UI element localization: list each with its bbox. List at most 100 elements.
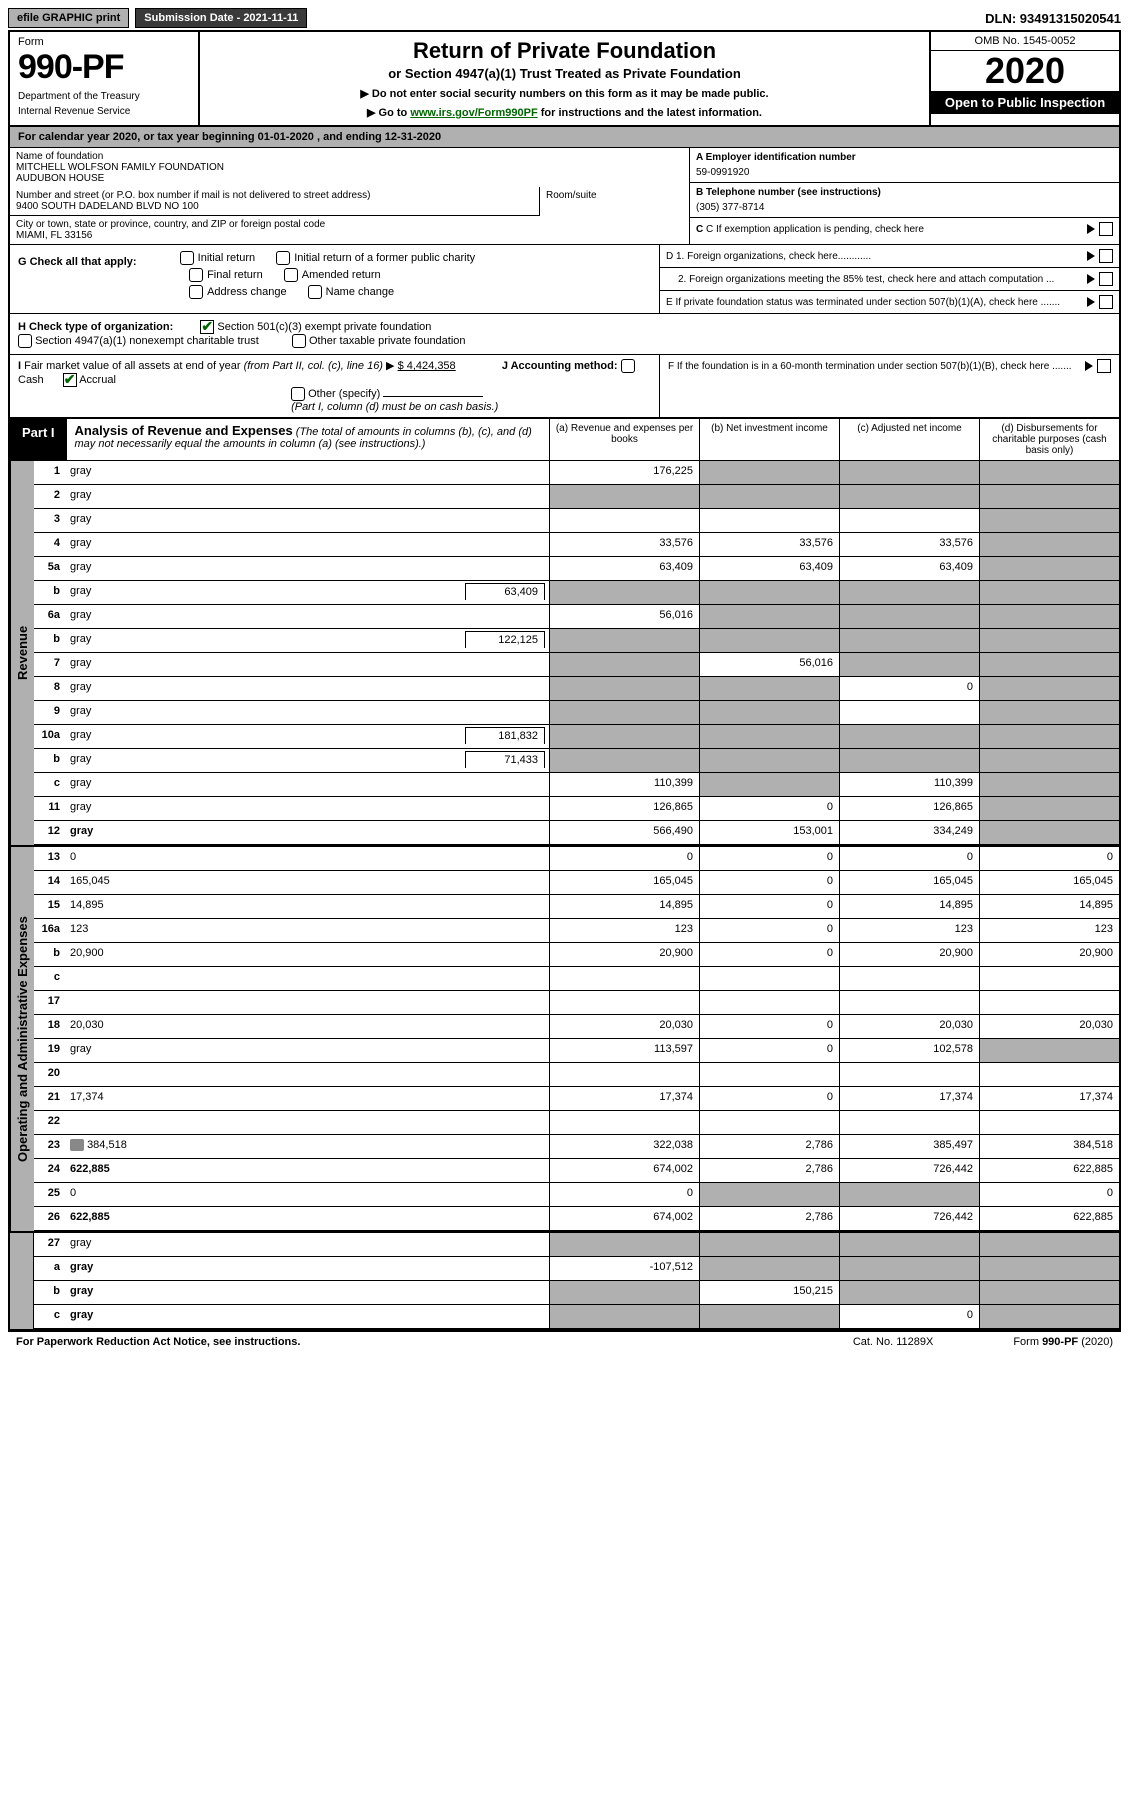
line-number: 27: [34, 1233, 66, 1256]
table-cell: [979, 581, 1119, 604]
table-cell: 17,374: [979, 1087, 1119, 1110]
line-description: 123: [66, 919, 549, 942]
line-number: b: [34, 1281, 66, 1304]
table-cell: 165,045: [979, 871, 1119, 894]
table-cell: [979, 773, 1119, 796]
table-cell: [979, 533, 1119, 556]
table-cell: [839, 485, 979, 508]
table-cell: 674,002: [549, 1159, 699, 1182]
table-cell: 622,885: [979, 1207, 1119, 1230]
line-number: 23: [34, 1135, 66, 1158]
table-cell: [979, 1111, 1119, 1134]
table-cell: [839, 1233, 979, 1256]
table-cell: 0: [699, 943, 839, 966]
h1-checkbox[interactable]: [200, 320, 214, 334]
initial-public-checkbox[interactable]: [276, 251, 290, 265]
table-cell: [839, 509, 979, 532]
table-cell: [699, 1183, 839, 1206]
table-cell: [699, 461, 839, 484]
f-checkbox[interactable]: [1097, 359, 1111, 373]
g-opt-3: Amended return: [302, 269, 381, 281]
ein-value: 59-0991920: [696, 167, 1113, 178]
table-cell: 33,576: [839, 533, 979, 556]
line-description: gray: [66, 653, 549, 676]
h3-checkbox[interactable]: [292, 334, 306, 348]
table-cell: 322,038: [549, 1135, 699, 1158]
table-cell: [699, 1305, 839, 1328]
arrow-icon: [1087, 274, 1095, 284]
table-cell: [839, 1063, 979, 1086]
table-cell: 674,002: [549, 1207, 699, 1230]
line-description: gray: [66, 1305, 549, 1328]
table-cell: [839, 461, 979, 484]
table-cell: [549, 1281, 699, 1304]
line-description: gray: [66, 701, 549, 724]
line-number: 5a: [34, 557, 66, 580]
table-cell: [699, 773, 839, 796]
table-cell: [699, 967, 839, 990]
line-description: gray: [66, 1233, 549, 1256]
table-cell: 20,900: [549, 943, 699, 966]
exemption-checkbox[interactable]: [1099, 222, 1113, 236]
table-cell: [839, 581, 979, 604]
e-checkbox[interactable]: [1099, 295, 1113, 309]
accrual-checkbox[interactable]: [63, 373, 77, 387]
line-description: gray: [66, 461, 549, 484]
table-cell: [699, 701, 839, 724]
arrow-icon: [1087, 224, 1095, 234]
arrow-icon: [1087, 297, 1095, 307]
line-number: b: [34, 943, 66, 966]
table-cell: -107,512: [549, 1257, 699, 1280]
h2-checkbox[interactable]: [18, 334, 32, 348]
expenses-side-label: Operating and Administrative Expenses: [10, 847, 34, 1231]
table-cell: [979, 701, 1119, 724]
table-cell: [549, 581, 699, 604]
table-cell: 126,865: [549, 797, 699, 820]
final-return-checkbox[interactable]: [189, 268, 203, 282]
form-footer: Form 990-PF (2020): [1013, 1336, 1113, 1348]
table-cell: 153,001: [699, 821, 839, 844]
form-subtitle: or Section 4947(a)(1) Trust Treated as P…: [208, 66, 921, 81]
line-description: gray122,125: [66, 629, 549, 652]
table-cell: 0: [549, 847, 699, 870]
line-description: gray: [66, 485, 549, 508]
table-cell: [699, 677, 839, 700]
line-description: gray: [66, 773, 549, 796]
table-cell: [549, 725, 699, 748]
line-description: 622,885: [66, 1159, 549, 1182]
table-cell: [699, 1111, 839, 1134]
inset-value: 63,409: [465, 583, 545, 600]
amended-return-checkbox[interactable]: [284, 268, 298, 282]
table-cell: 17,374: [549, 1087, 699, 1110]
table-cell: 0: [699, 871, 839, 894]
line-description: gray: [66, 605, 549, 628]
cash-checkbox[interactable]: [621, 359, 635, 373]
table-cell: [549, 1305, 699, 1328]
table-cell: [839, 1111, 979, 1134]
line-number: b: [34, 749, 66, 772]
line-number: a: [34, 1257, 66, 1280]
table-cell: 20,030: [979, 1015, 1119, 1038]
irs-link[interactable]: www.irs.gov/Form990PF: [410, 107, 537, 119]
table-cell: [549, 485, 699, 508]
table-cell: [839, 1257, 979, 1280]
open-public-badge: Open to Public Inspection: [931, 91, 1119, 114]
calendar-year-row: For calendar year 2020, or tax year begi…: [10, 127, 1119, 148]
col-d-header: (d) Disbursements for charitable purpose…: [979, 419, 1119, 460]
other-method-checkbox[interactable]: [291, 387, 305, 401]
table-cell: 126,865: [839, 797, 979, 820]
table-cell: [979, 509, 1119, 532]
h3-label: Other taxable private foundation: [309, 335, 466, 347]
address-change-checkbox[interactable]: [189, 285, 203, 299]
table-cell: [549, 1063, 699, 1086]
table-cell: 14,895: [549, 895, 699, 918]
table-cell: 566,490: [549, 821, 699, 844]
table-cell: 14,895: [839, 895, 979, 918]
d2-checkbox[interactable]: [1099, 272, 1113, 286]
exemption-pending-label: C C If exemption application is pending,…: [696, 224, 1087, 235]
table-cell: 123: [549, 919, 699, 942]
name-change-checkbox[interactable]: [308, 285, 322, 299]
note-suffix: for instructions and the latest informat…: [538, 107, 762, 119]
d1-checkbox[interactable]: [1099, 249, 1113, 263]
initial-return-checkbox[interactable]: [180, 251, 194, 265]
